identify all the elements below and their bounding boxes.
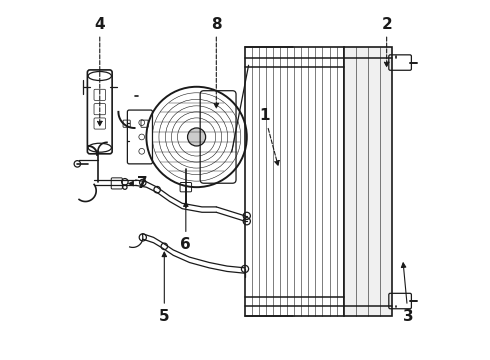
Text: 6: 6	[180, 202, 191, 252]
Circle shape	[188, 128, 206, 146]
Text: 4: 4	[95, 17, 105, 126]
Polygon shape	[343, 47, 392, 316]
Text: 3: 3	[401, 263, 414, 324]
Text: 7: 7	[129, 176, 148, 191]
Text: 2: 2	[381, 17, 392, 67]
Text: 5: 5	[159, 252, 170, 324]
Text: 1: 1	[260, 108, 279, 165]
Text: 8: 8	[211, 17, 221, 108]
